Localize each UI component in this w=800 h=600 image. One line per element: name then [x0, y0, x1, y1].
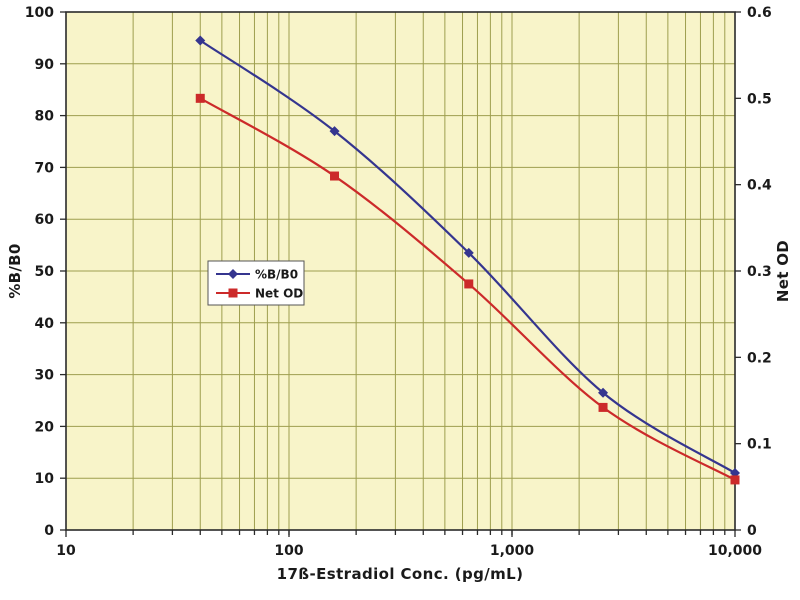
y-left-tick-label: 100	[25, 5, 54, 21]
y-right-tick-label: 0.6	[747, 5, 772, 21]
legend-entry: %B/B0	[216, 268, 298, 282]
tick-labels: 010203040506070809010000.10.20.30.40.50.…	[25, 5, 772, 559]
x-tick-label: 10	[56, 543, 76, 559]
legend-entry: Net OD	[216, 287, 303, 301]
diamond-marker	[598, 387, 609, 398]
y-left-tick-label: 40	[35, 316, 55, 332]
diamond-marker	[195, 35, 206, 46]
y-left-tick-label: 10	[35, 471, 55, 487]
axis-ticks	[60, 11, 741, 537]
x-axis-label: 17ß-Estradiol Conc. (pg/mL)	[276, 565, 524, 583]
square-marker	[330, 171, 340, 181]
y-left-tick-label: 50	[35, 264, 55, 280]
y-axis-label-right: Net OD	[774, 239, 792, 303]
square-marker	[730, 475, 740, 485]
y-left-tick-label: 0	[44, 523, 54, 539]
y-right-tick-label: 0.5	[747, 91, 772, 107]
square-marker	[228, 288, 238, 298]
y-left-tick-label: 30	[35, 368, 55, 384]
y-right-tick-label: 0.3	[747, 264, 772, 280]
plot-frame	[65, 11, 736, 531]
y-left-tick-label: 70	[35, 160, 55, 176]
y-right-tick-label: 0.1	[747, 437, 772, 453]
legend-label: %B/B0	[255, 268, 298, 282]
diamond-marker	[329, 126, 340, 137]
legend-label: Net OD	[255, 287, 303, 301]
series-pct-b-b0	[195, 35, 740, 479]
diamond-marker	[228, 269, 238, 279]
diamond-marker	[463, 247, 474, 258]
y-right-tick-label: 0	[747, 523, 757, 539]
square-marker	[195, 93, 205, 103]
y-left-tick-label: 90	[35, 57, 55, 73]
y-left-tick-label: 20	[35, 419, 55, 435]
square-marker	[598, 402, 608, 412]
y-right-tick-label: 0.4	[747, 178, 772, 194]
y-axis-label-left: %B/B0	[6, 243, 24, 299]
y-right-tick-label: 0.2	[747, 350, 772, 366]
legend-box	[207, 260, 305, 306]
x-tick-label: 10,000	[708, 543, 762, 559]
y-left-tick-label: 80	[35, 109, 55, 125]
x-tick-label: 100	[274, 543, 303, 559]
y-left-tick-label: 60	[35, 212, 55, 228]
x-tick-label: 1,000	[490, 543, 535, 559]
series-net-od	[195, 93, 740, 485]
square-marker	[464, 279, 474, 289]
legend: %B/B0 Net OD	[207, 260, 305, 306]
